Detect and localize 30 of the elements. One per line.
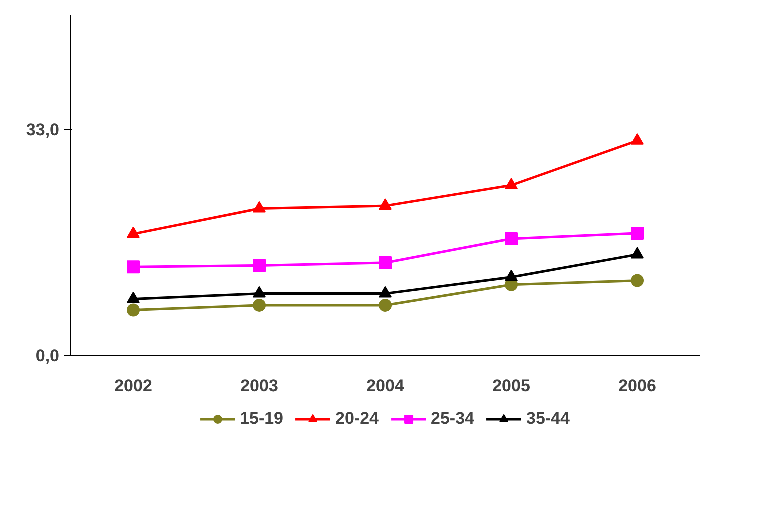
legend-label: 20-24 [336,409,379,429]
point [253,259,266,272]
point [127,304,140,317]
point [505,270,518,282]
x-tick-label: 2004 [366,376,405,396]
legend-label: 35-44 [526,409,570,429]
point [127,292,140,304]
point [379,286,392,298]
point [631,134,644,145]
point [127,260,140,274]
x-tick-label: 2005 [492,376,530,396]
legend-label: 15-19 [240,409,284,429]
x-tick-label: 2003 [240,376,278,396]
x-tick-label: 2002 [114,376,152,396]
point [253,201,266,213]
point [505,178,518,190]
x-tick-label: 2006 [618,376,656,396]
y-tick-label: 0,0 [36,346,60,366]
point [253,298,266,312]
point [631,247,644,259]
point [127,226,140,238]
y-tick-label: 33,0 [26,120,60,140]
point [505,232,518,246]
point [379,198,392,210]
legend-label: 25-34 [431,409,474,429]
point [379,298,392,312]
point [631,226,644,240]
point [379,256,392,270]
point [253,286,266,298]
point [631,274,644,288]
